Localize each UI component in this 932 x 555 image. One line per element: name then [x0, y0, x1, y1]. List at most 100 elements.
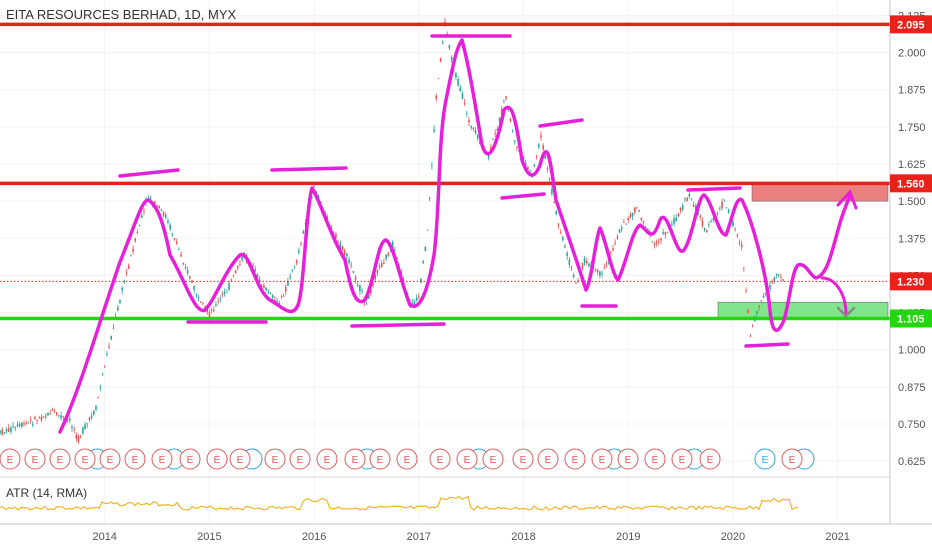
candle-body [509, 119, 512, 122]
candle-body [55, 412, 58, 415]
candle-body [631, 212, 634, 217]
earnings-marker[interactable] [124, 448, 146, 470]
earnings-marker[interactable] [151, 448, 173, 470]
x-tick-label: 2014 [92, 531, 116, 543]
candle-body [352, 271, 355, 273]
dividend-marker[interactable] [754, 448, 776, 470]
candle-body [34, 417, 36, 419]
candle-body [642, 221, 645, 223]
candle-body [677, 213, 680, 217]
event-marker-label: E [82, 455, 89, 466]
indicator-label[interactable]: ATR (14, RMA) [6, 486, 87, 500]
current-price-label: 1.230 [897, 276, 925, 288]
candle-body [217, 300, 219, 302]
candle-body [662, 232, 664, 234]
earnings-marker[interactable] [564, 448, 586, 470]
candle-body [116, 307, 119, 311]
candle-body [156, 206, 158, 208]
y-tick-label: 0.750 [898, 419, 926, 431]
candle-body [636, 207, 638, 209]
earnings-marker[interactable] [99, 448, 121, 470]
annotation-resistance-dash [538, 118, 584, 128]
candle-body [771, 281, 774, 283]
earnings-marker[interactable] [369, 448, 391, 470]
candle-body [169, 224, 171, 230]
event-marker-label: E [297, 455, 304, 466]
event-marker-label: E [272, 455, 279, 466]
earnings-marker[interactable] [74, 448, 96, 470]
candle-body [457, 79, 459, 86]
earnings-marker[interactable] [699, 448, 721, 470]
candle-body [568, 260, 571, 265]
price-zone[interactable] [751, 183, 889, 202]
candle-body [553, 201, 555, 203]
event-marker-label: E [214, 455, 221, 466]
earnings-marker[interactable] [617, 448, 639, 470]
candle-body [263, 285, 265, 289]
candle-body [657, 241, 660, 243]
candle-body [84, 424, 86, 430]
candle-body [3, 432, 6, 433]
candle-body [143, 210, 145, 212]
price-zone[interactable] [717, 301, 889, 319]
candle-body [387, 253, 390, 256]
candle-body [256, 274, 259, 280]
candle-body [10, 427, 12, 432]
earnings-marker[interactable] [396, 448, 418, 470]
candle-body [0, 430, 1, 434]
earnings-marker[interactable] [456, 448, 478, 470]
level-lines [0, 22, 890, 321]
earnings-marker[interactable] [206, 448, 228, 470]
earnings-marker[interactable] [49, 448, 71, 470]
candle-body [612, 248, 614, 250]
candle-body [394, 250, 396, 252]
earnings-marker[interactable] [229, 448, 251, 470]
earnings-marker[interactable] [24, 448, 46, 470]
earnings-marker[interactable] [264, 448, 286, 470]
earnings-marker[interactable] [344, 448, 366, 470]
candle-body [1, 429, 3, 435]
candle-body [219, 298, 222, 300]
earnings-marker[interactable] [179, 448, 201, 470]
earnings-marker[interactable] [537, 448, 559, 470]
event-marker-label: E [404, 455, 411, 466]
earnings-marker[interactable] [781, 448, 803, 470]
candle-body [435, 95, 438, 99]
candle-body [47, 412, 49, 416]
event-marker-label: E [789, 455, 796, 466]
candle-body [533, 164, 536, 167]
earnings-marker[interactable] [482, 448, 504, 470]
earnings-marker[interactable] [0, 448, 21, 470]
candle-body [49, 413, 51, 415]
candle-body [751, 325, 754, 326]
candle-body [212, 309, 215, 312]
candle-body [712, 218, 715, 220]
candle-body [271, 295, 274, 298]
candle-body [544, 155, 547, 159]
earnings-marker[interactable] [644, 448, 666, 470]
earnings-marker[interactable] [671, 448, 693, 470]
event-marker-label: E [572, 455, 579, 466]
earnings-marker[interactable] [512, 448, 534, 470]
candle-body [180, 254, 182, 257]
earnings-marker[interactable] [591, 448, 613, 470]
event-marker-label: E [159, 455, 166, 466]
candle-body [762, 295, 765, 298]
candle-body [627, 217, 630, 221]
x-tick-label: 2015 [197, 531, 221, 543]
earnings-marker[interactable] [289, 448, 311, 470]
event-marker-label: E [599, 455, 606, 466]
candle-body [734, 228, 736, 230]
candle-body [466, 113, 468, 114]
earnings-marker[interactable] [316, 448, 338, 470]
candle-body [12, 426, 14, 427]
candle-body [487, 153, 490, 158]
candle-body [252, 265, 254, 266]
candle-body [638, 210, 640, 212]
earnings-marker[interactable] [429, 448, 451, 470]
candle-body [749, 335, 752, 337]
candle-body [431, 165, 433, 167]
candle-body [651, 241, 654, 243]
candle-body [97, 397, 99, 399]
